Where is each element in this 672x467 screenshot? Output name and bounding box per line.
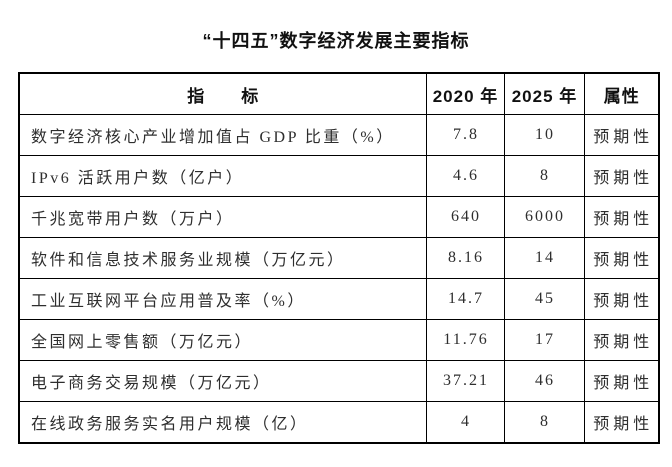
value-2025-cell: 6000 [503, 196, 585, 238]
table-row: IPv6 活跃用户数（亿户） 4.6 8 预期性 [18, 155, 660, 197]
table-row: 数字经济核心产业增加值占 GDP 比重（%） 7.8 10 预期性 [18, 114, 660, 156]
indicator-cell: 工业互联网平台应用普及率（%） [18, 278, 427, 320]
attribute-cell: 预期性 [583, 237, 660, 279]
indicator-cell: 千兆宽带用户数（万户） [18, 196, 427, 238]
table-row: 在线政务服务实名用户规模（亿） 4 8 预期性 [18, 401, 660, 444]
value-2025-cell: 14 [503, 237, 585, 279]
header-row: 指 标 2020 年 2025 年 属性 [18, 72, 660, 115]
value-2020-cell: 7.8 [425, 114, 505, 156]
value-2025-cell: 46 [503, 360, 585, 402]
column-header-2020: 2020 年 [425, 72, 505, 115]
indicator-cell: 全国网上零售额（万亿元） [18, 319, 427, 361]
column-header-indicator: 指 标 [18, 72, 427, 115]
attribute-cell: 预期性 [583, 319, 660, 361]
value-2025-cell: 45 [503, 278, 585, 320]
attribute-cell: 预期性 [583, 360, 660, 402]
table-row: 全国网上零售额（万亿元） 11.76 17 预期性 [18, 319, 660, 361]
indicator-cell: 电子商务交易规模（万亿元） [18, 360, 427, 402]
value-2020-cell: 37.21 [425, 360, 505, 402]
column-header-attribute: 属性 [583, 72, 660, 115]
indicators-table: 指 标 2020 年 2025 年 属性 数字经济核心产业增加值占 GDP 比重… [18, 72, 660, 444]
table-row: 工业互联网平台应用普及率（%） 14.7 45 预期性 [18, 278, 660, 320]
table-row: 电子商务交易规模（万亿元） 37.21 46 预期性 [18, 360, 660, 402]
indicator-cell: 在线政务服务实名用户规模（亿） [18, 401, 427, 444]
attribute-cell: 预期性 [583, 401, 660, 444]
table-row: 软件和信息技术服务业规模（万亿元） 8.16 14 预期性 [18, 237, 660, 279]
page-title: “十四五”数字经济发展主要指标 [202, 31, 470, 51]
value-2025-cell: 8 [503, 155, 585, 197]
indicator-cell: 数字经济核心产业增加值占 GDP 比重（%） [18, 114, 427, 156]
attribute-cell: 预期性 [583, 155, 660, 197]
table-row: 千兆宽带用户数（万户） 640 6000 预期性 [18, 196, 660, 238]
attribute-cell: 预期性 [583, 196, 660, 238]
value-2020-cell: 640 [425, 196, 505, 238]
value-2025-cell: 8 [503, 401, 585, 444]
value-2020-cell: 4.6 [425, 155, 505, 197]
column-header-2025: 2025 年 [503, 72, 585, 115]
attribute-cell: 预期性 [583, 278, 660, 320]
indicator-cell: 软件和信息技术服务业规模（万亿元） [18, 237, 427, 279]
value-2025-cell: 10 [503, 114, 585, 156]
value-2020-cell: 11.76 [425, 319, 505, 361]
value-2025-cell: 17 [503, 319, 585, 361]
value-2020-cell: 14.7 [425, 278, 505, 320]
value-2020-cell: 4 [425, 401, 505, 444]
attribute-cell: 预期性 [583, 114, 660, 156]
value-2020-cell: 8.16 [425, 237, 505, 279]
indicator-cell: IPv6 活跃用户数（亿户） [18, 155, 427, 197]
